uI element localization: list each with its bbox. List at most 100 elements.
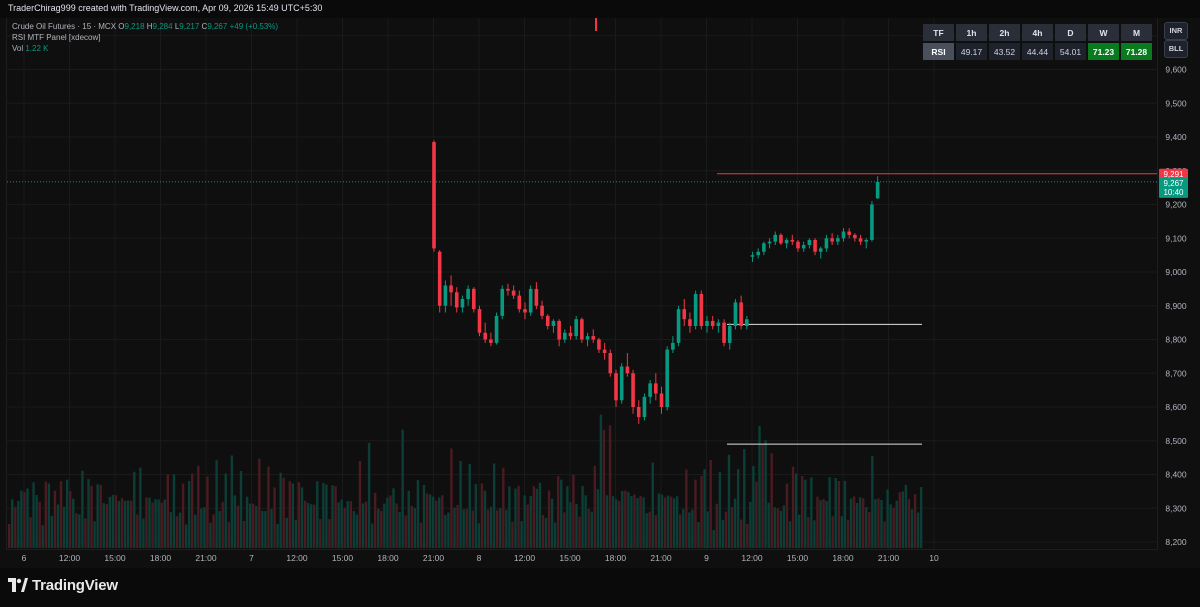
volume-bar — [608, 425, 612, 548]
y-axis-tick-label: 9,200 — [1165, 200, 1187, 210]
volume-bar — [730, 507, 734, 548]
volume-bar — [425, 493, 429, 548]
volume-bar — [398, 512, 401, 548]
volume-bar — [785, 483, 789, 548]
volume-bar — [343, 507, 346, 548]
candlestick-chart[interactable]: 9,7009,6009,5009,4009,3009,2009,1009,000… — [0, 0, 1200, 568]
tf-2h: 2h — [989, 24, 1020, 41]
close-value: 9,267 — [207, 22, 228, 31]
volume-bar — [78, 514, 81, 548]
volume-bar — [532, 486, 535, 548]
rsi-value-w: 71.23 — [1088, 43, 1119, 60]
candle-body — [870, 204, 874, 240]
volume-bar — [572, 474, 575, 548]
candle-body — [506, 288, 510, 291]
volume-bar — [593, 465, 596, 548]
bll-button[interactable]: BLL — [1164, 40, 1188, 58]
x-axis-tick-label: 18:00 — [605, 553, 627, 563]
volume-bar — [755, 481, 758, 548]
volume-bar — [776, 508, 779, 548]
volume-bar — [526, 504, 529, 548]
volume-bar — [697, 522, 700, 548]
volume-bar — [120, 498, 124, 548]
candle-body — [602, 349, 607, 353]
tf-m: M — [1121, 24, 1152, 41]
x-axis-tick-label: 12:00 — [741, 553, 763, 563]
volume-bar — [502, 467, 505, 548]
volume-bar — [877, 498, 880, 548]
volume-bar — [700, 476, 703, 548]
candle-body — [580, 319, 584, 340]
volume-bar — [53, 490, 57, 548]
volume-bar — [599, 414, 603, 548]
volume-bar — [892, 507, 895, 548]
volume-bar — [8, 524, 11, 548]
candle-body — [523, 309, 527, 313]
volume-bar — [804, 479, 807, 548]
y-axis-tick-label: 8,300 — [1165, 503, 1187, 513]
volume-bar — [862, 498, 865, 548]
volume-label: Vol — [12, 44, 24, 53]
volume-bar — [114, 495, 118, 548]
volume-bar — [218, 511, 221, 548]
volume-bar — [194, 514, 197, 548]
volume-bar — [32, 482, 35, 548]
candle-body — [847, 231, 851, 235]
y-axis-tick-label: 9,500 — [1165, 98, 1187, 108]
volume-bar — [291, 483, 295, 548]
volume-bar — [578, 516, 581, 548]
volume-bar — [584, 495, 587, 548]
volume-bar — [62, 506, 66, 548]
candle-body — [745, 319, 749, 326]
volume-bar — [456, 504, 459, 548]
volume-bar — [508, 486, 511, 548]
candle-body — [676, 309, 681, 343]
rsi-label: RSI — [923, 43, 954, 60]
candle-body — [432, 142, 436, 249]
y-axis-tick-label: 8,500 — [1165, 436, 1187, 446]
volume-bar — [791, 466, 795, 548]
volume-bar — [797, 514, 801, 548]
candle-body — [517, 295, 522, 310]
volume-bar — [602, 429, 606, 548]
candle-body — [836, 238, 840, 242]
candle-body — [699, 293, 704, 326]
candle-body — [483, 332, 487, 340]
volume-bar — [203, 507, 206, 548]
volume-bar — [499, 507, 502, 548]
candle-body — [767, 241, 772, 244]
volume-bar — [96, 484, 99, 548]
x-axis-tick-label: 21:00 — [195, 553, 217, 563]
candle-body — [574, 319, 578, 337]
volume-bar — [413, 508, 417, 548]
volume-bar — [904, 484, 908, 548]
candle-body — [563, 332, 567, 340]
volume-bar — [380, 510, 383, 548]
volume-bar — [727, 454, 731, 548]
candle-body — [528, 288, 533, 313]
volume-bar — [642, 497, 645, 548]
currency-button[interactable]: INR — [1164, 22, 1188, 40]
x-axis-tick-label: 21:00 — [650, 553, 672, 563]
volume-bar — [313, 504, 316, 548]
volume-bar — [462, 509, 465, 548]
volume-bar — [547, 490, 551, 548]
volume-bar — [441, 495, 444, 548]
volume-bar — [666, 495, 670, 548]
volume-bar — [596, 489, 600, 548]
volume-bar — [383, 503, 386, 548]
rsi-value-2h: 43.52 — [989, 43, 1020, 60]
volume-bar — [276, 524, 279, 548]
chart-area[interactable] — [6, 18, 1158, 550]
volume-bar — [651, 462, 654, 548]
candle-body — [494, 315, 499, 343]
candle-body — [790, 239, 795, 242]
volume-bar — [407, 490, 410, 548]
candle-body — [619, 366, 624, 401]
session-marker — [595, 18, 597, 31]
resistance-price-tag — [1159, 168, 1188, 179]
y-axis-tick-label: 8,600 — [1165, 402, 1187, 412]
volume-bar — [35, 495, 38, 548]
volume-bar — [614, 499, 618, 548]
volume-bar — [377, 509, 380, 548]
